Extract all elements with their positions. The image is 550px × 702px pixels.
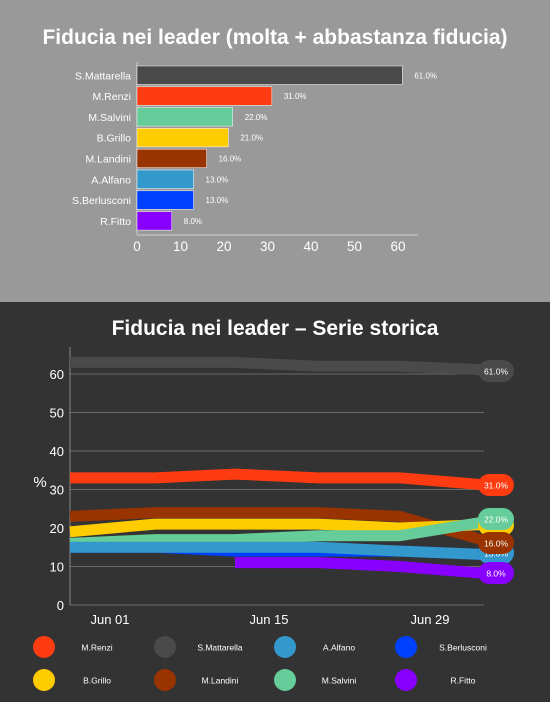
line-chart-title: Fiducia nei leader – Serie storica (111, 317, 439, 340)
bar-value-label: 8.0% (184, 217, 202, 226)
line-end-label: 31.0% (484, 481, 509, 491)
line-y-tick-label: 20 (50, 521, 64, 536)
line-chart-panel: Fiducia nei leader – Serie storica 0 10 20… (0, 303, 550, 702)
bar-category-label: B.Grillo (97, 133, 132, 145)
legend-label: S.Mattarella (197, 643, 243, 653)
legend-label: A.Alfano (323, 643, 355, 653)
line-series-s-mattarella (70, 356, 495, 376)
legend-label: M.Salvini (322, 676, 357, 686)
line-y-tick-label: 30 (50, 483, 64, 498)
line-y-axis-label: % (33, 474, 46, 491)
bar-6 (136, 169, 194, 189)
bar-category-label: M.Salvini (88, 112, 131, 124)
bar-x-tick-label: 50 (347, 239, 362, 254)
line-y-tick-label: 0 (57, 598, 64, 613)
bar-x-tick-label: 30 (260, 239, 275, 254)
bar-2 (136, 86, 273, 106)
bar-value-label: 21.0% (240, 134, 263, 143)
legend-swatch (395, 669, 417, 691)
bar-category-label: S.Berlusconi (72, 195, 131, 207)
bar-category-label: M.Landini (85, 153, 131, 165)
bar-8 (136, 211, 173, 231)
line-y-tick-label: 50 (50, 406, 64, 421)
legend-swatch (154, 636, 176, 658)
bar-value-label: 13.0% (206, 175, 229, 184)
legend-swatch (33, 669, 55, 691)
line-y-tick-label: 10 (50, 560, 64, 575)
line-end-label: 16.0% (484, 539, 509, 549)
line-end-label-pill (478, 532, 514, 554)
line-y-tick-label: 60 (50, 367, 64, 382)
line-end-label: 8.0% (486, 569, 506, 579)
bar-chart: S.Mattarella 61.0% M.Renzi 31.0% M.Salvini 22… (72, 62, 437, 254)
line-end-label-pill (478, 360, 514, 382)
bar-4 (136, 128, 229, 148)
bar-value-label: 61.0% (414, 71, 437, 80)
line-x-tick-label: Jun 01 (90, 612, 129, 627)
line-y-tick-label: 40 (50, 444, 64, 459)
bar-value-label: 31.0% (284, 92, 307, 101)
bar-3 (136, 107, 233, 127)
bar-category-label: R.Fitto (100, 216, 131, 228)
bar-x-tick-label: 20 (216, 239, 231, 254)
legend-swatch (33, 636, 55, 658)
legend-label: S.Berlusconi (439, 643, 487, 653)
line-end-label-pill (478, 474, 514, 496)
bar-x-tick-label: 0 (133, 239, 141, 254)
legend-swatch (395, 636, 417, 658)
legend-label: R.Fitto (450, 676, 475, 686)
bar-x-tick-label: 40 (303, 239, 318, 254)
bar-5 (136, 148, 207, 168)
line-end-label: 61.0% (484, 367, 509, 377)
line-series-m-landini (69, 507, 496, 549)
line-series-b-grillo (69, 518, 495, 538)
bar-value-label: 13.0% (206, 196, 229, 205)
bar-category-label: S.Mattarella (75, 70, 131, 82)
legend-swatch (274, 636, 296, 658)
bar-category-label: A.Alfano (91, 174, 131, 186)
bar-value-label: 22.0% (245, 113, 268, 122)
bar-1 (136, 65, 403, 85)
bar-value-label: 16.0% (219, 154, 242, 163)
bar-x-tick-label: 10 (173, 239, 188, 254)
bar-chart-panel: Fiducia nei leader (molta + abbastanza f… (0, 0, 550, 302)
legend-label: M.Renzi (81, 643, 112, 653)
bar-x-tick-label: 60 (390, 239, 405, 254)
legend-label: M.Landini (202, 676, 239, 686)
line-series-m-salvini (69, 514, 495, 549)
line-end-label-pill (478, 508, 514, 530)
line-series-m-renzi (70, 468, 495, 492)
legend-swatch (154, 669, 176, 691)
line-end-label-pill (478, 562, 514, 584)
line-end-label: 22.0% (484, 515, 509, 525)
legend-swatch (274, 669, 296, 691)
bar-7 (136, 190, 194, 210)
line-x-tick-label: Jun 15 (249, 612, 288, 627)
legend-label: B.Grillo (83, 676, 111, 686)
bar-chart-title: Fiducia nei leader (molta + abbastanza f… (42, 26, 508, 49)
line-series-a-alfano (70, 541, 495, 561)
line-x-tick-label: Jun 29 (410, 612, 449, 627)
line-series-r-fitto (235, 557, 495, 580)
bar-category-label: M.Renzi (92, 91, 131, 103)
